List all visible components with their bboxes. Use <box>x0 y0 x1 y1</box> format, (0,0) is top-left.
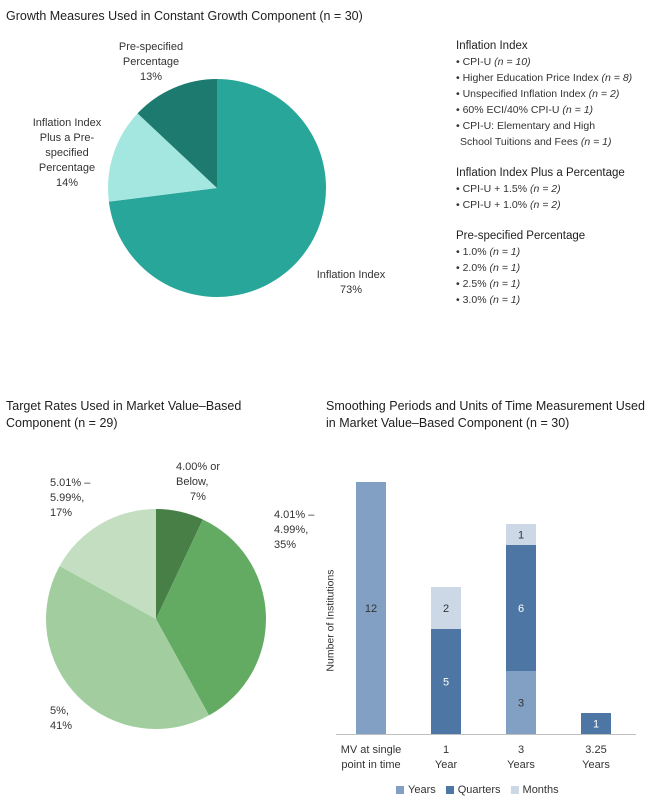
legend-item: • CPI-U (n = 10) <box>456 56 531 68</box>
pie2-slice-400-or-below <box>156 509 203 619</box>
pie1-label-pre: Pre-specified Percentage 13% <box>118 41 184 83</box>
bar-data-label: 2 <box>443 603 449 615</box>
bar-data-label: 6 <box>518 603 524 615</box>
legend-item: • Higher Education Price Index (n = 8) <box>456 72 633 84</box>
bar-data-label: 12 <box>365 603 377 615</box>
chart3-title: Smoothing Periods and Units of Time Meas… <box>326 399 645 430</box>
bar-segment-quarters <box>581 713 611 734</box>
chart2-title: Target Rates Used in Market Value–Based … <box>6 399 242 430</box>
legend-item-years: Years <box>396 784 436 796</box>
bar-category-label: 1 Year <box>434 744 458 771</box>
legend-heading-inflation: Inflation Index <box>456 40 528 52</box>
bar-category-label: 3 Years <box>507 744 535 771</box>
bar-ylabel: Number of Institutions <box>324 569 337 672</box>
legend-item: • CPI-U + 1.5% (n = 2) <box>456 183 561 195</box>
pie2-label-a: 4.00% or Below, 7% <box>176 461 221 503</box>
bar-data-label: 1 <box>518 530 524 542</box>
bar-segment-years <box>506 671 536 734</box>
pie2-label-b: 4.01% – 4.99%, 35% <box>274 509 315 551</box>
legend-item: • 2.0% (n = 1) <box>456 262 521 274</box>
bar-segment-quarters <box>431 629 461 734</box>
pie1-legend: Inflation Index • CPI-U (n = 10) • Highe… <box>456 39 656 308</box>
pie2-slice-5 <box>46 566 209 729</box>
pie2-slice-501-599 <box>59 509 157 619</box>
pie1-label-infl: Inflation Index 73% <box>316 269 386 296</box>
bar-segment-quarters <box>506 545 536 671</box>
pie1-slice-inflation-plus <box>108 113 217 202</box>
bar-segment-years <box>356 482 386 734</box>
legend-item-months: Months <box>510 784 559 796</box>
bar-data-label: 1 <box>593 719 599 731</box>
pie1-slice-prespecified <box>137 79 217 188</box>
legend-swatch <box>396 786 404 794</box>
legend-heading-prespecified: Pre-specified Percentage <box>456 230 586 242</box>
bar-data-label: 3 <box>518 698 524 710</box>
bar-category-label: MV at single point in time <box>340 744 402 771</box>
bar-legend: Years Quarters Months <box>396 784 656 796</box>
pie2-label-c: 5%, 41% <box>50 705 73 732</box>
legend-item: • CPI-U: Elementary and High School Tuit… <box>456 120 612 148</box>
legend-swatch <box>445 786 454 794</box>
legend-item: • 3.0% (n = 1) <box>456 294 521 306</box>
bar-category-label: 3.25 Years <box>582 744 610 771</box>
legend-item: • 60% ECI/40% CPI-U (n = 1) <box>456 104 594 116</box>
legend-item: • 2.5% (n = 1) <box>456 278 521 290</box>
chart1-title: Growth Measures Used in Constant Growth … <box>6 9 363 23</box>
legend-item: • Unspecified Inflation Index (n = 2) <box>456 88 620 100</box>
pie2-label-d: 5.01% – 5.99%, 17% <box>50 477 91 519</box>
legend-swatch <box>510 786 519 794</box>
bar-segment-months <box>506 524 536 545</box>
pie1-slice-inflation-index <box>108 79 326 297</box>
legend-item: • CPI-U + 1.0% (n = 2) <box>456 199 561 211</box>
legend-item: • 1.0% (n = 1) <box>456 246 521 258</box>
pie2-slice-401-499 <box>156 519 266 716</box>
legend-heading-inflation-plus: Inflation Index Plus a Percentage <box>456 167 625 179</box>
pie1-label-plus: Inflation Index Plus a Pre- specified Pe… <box>32 117 102 189</box>
bar-data-label: 5 <box>443 677 449 689</box>
legend-item-quarters: Quarters <box>445 784 501 796</box>
bar-segment-months <box>431 587 461 629</box>
